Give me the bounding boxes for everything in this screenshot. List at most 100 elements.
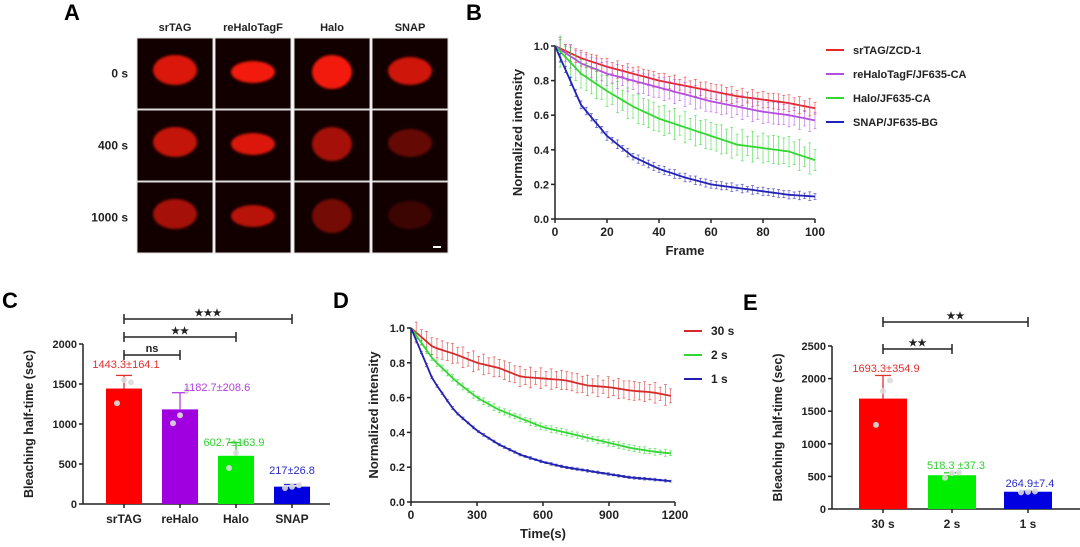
x-tick-label: 40: [652, 225, 666, 239]
column-label: srTAG: [159, 22, 192, 34]
cell-nucleus: [312, 199, 352, 233]
y-tick-label: 0.0: [534, 214, 549, 226]
x-tick-label: 30 s: [871, 517, 895, 531]
data-point: [170, 420, 176, 427]
value-label: 1182.7±208.6: [184, 382, 250, 394]
data-point: [949, 470, 955, 477]
data-point: [282, 485, 288, 491]
microscopy-grid: srTAG reHaloTagF Halo SNAP 0 s 400 s 1000 s: [91, 22, 449, 254]
y-tick-label: 0.0: [390, 497, 405, 509]
x-tick-label: 80: [756, 225, 770, 239]
data-point: [880, 387, 886, 394]
y-tick-label: 0.6: [390, 393, 405, 405]
data-point: [1032, 488, 1038, 495]
legend-label: SNAP/JF635-BG: [853, 117, 938, 129]
y-axis-title: Bleaching half-time (sec): [22, 350, 36, 498]
series-line: [554, 45, 816, 198]
y-tick-label: 0.8: [534, 76, 549, 88]
scale-bar: [433, 246, 441, 248]
x-tick-label: Halo: [223, 512, 249, 526]
y-tick-label: 1000: [802, 439, 826, 451]
cell-nucleus: [312, 127, 352, 161]
x-tick-label: 1 s: [1020, 517, 1037, 531]
x-tick-label: SNAP: [275, 512, 308, 526]
legend-label: srTAG/ZCD-1: [853, 45, 921, 57]
data-point: [296, 482, 302, 489]
x-tick-label: 900: [599, 508, 619, 522]
bar: [928, 475, 976, 509]
x-tick-label: 0: [408, 508, 415, 522]
column-label: reHaloTagF: [223, 22, 283, 34]
data-point: [226, 465, 232, 471]
x-tick-label: 20: [600, 225, 614, 239]
y-tick-label: 0.2: [390, 462, 405, 474]
y-tick-label: 2000: [802, 374, 826, 386]
row-label: 1000 s: [91, 211, 128, 225]
row-label: 0 s: [111, 67, 128, 81]
data-point: [233, 449, 239, 456]
panel-label-e: E: [743, 290, 758, 315]
series-0: [410, 321, 673, 406]
significance-label: ★★: [909, 338, 927, 349]
y-tick-label: 1.0: [534, 41, 549, 53]
legend-label: 2 s: [711, 348, 728, 362]
bar: [106, 388, 142, 504]
chart-e-half-time-bars: 0 500 1000 1500 2000 2500 Bleaching half-time …: [771, 311, 1080, 531]
series-1: [410, 327, 673, 457]
series-line: [410, 327, 671, 397]
y-tick-label: 500: [59, 459, 77, 471]
x-tick-label: srTAG: [106, 512, 142, 526]
value-label: 1693.3±354.9: [852, 363, 919, 375]
value-label: 602.7±163.9: [203, 437, 264, 449]
legend-label: reHaloTagF/JF635-CA: [853, 69, 967, 81]
cell-nucleus: [231, 61, 275, 83]
series-3: [554, 45, 817, 201]
data-point: [1018, 489, 1024, 496]
data-point: [121, 377, 127, 383]
data-point: [873, 421, 879, 428]
series-1: [554, 37, 817, 132]
y-tick-label: 0.4: [390, 427, 406, 439]
chart-b-bleaching-curves: 0 20 40 60 80 100 0.0 0.2 0.4 0.6 0.8 1.0 Frame Norma…: [510, 35, 967, 258]
panel-label-a: A: [64, 0, 80, 25]
value-label: 264.9±7.4: [1006, 478, 1055, 490]
y-tick-label: 0.6: [534, 110, 549, 122]
column-label: SNAP: [395, 22, 426, 34]
data-point: [114, 400, 120, 407]
bar: [162, 409, 198, 504]
cell-nucleus: [153, 55, 197, 85]
y-tick-label: 0: [71, 499, 77, 511]
value-label: 217±26.8: [269, 465, 315, 477]
y-tick-label: 1500: [53, 379, 77, 391]
y-tick-label: 1000: [53, 419, 77, 431]
x-axis-title: Time(s): [520, 526, 566, 541]
y-tick-label: 1.0: [390, 323, 405, 335]
legend-label: 1 s: [711, 372, 728, 386]
x-tick-label: 100: [805, 225, 825, 239]
x-tick-label: 600: [533, 508, 553, 522]
x-tick-label: 1200: [662, 508, 689, 522]
series-line: [554, 45, 816, 162]
value-label: 1443.3±164.1: [92, 359, 159, 371]
data-point: [956, 469, 962, 476]
legend-label: 30 s: [711, 324, 735, 338]
cell-nucleus: [153, 127, 197, 157]
x-tick-label: 300: [467, 508, 487, 522]
microscopy-tile: [371, 109, 449, 182]
y-tick-label: 500: [808, 471, 826, 483]
y-tick-label: 0.8: [390, 358, 405, 370]
data-point: [177, 412, 183, 419]
data-point: [128, 379, 134, 386]
panel-label-d: D: [333, 288, 349, 313]
x-tick-label: 2 s: [944, 517, 961, 531]
series-2: [410, 327, 673, 483]
cell-nucleus: [231, 133, 275, 155]
y-tick-label: 2500: [802, 341, 826, 353]
bar: [859, 398, 907, 509]
series-line: [410, 327, 671, 482]
significance-label: ★★★: [195, 308, 222, 319]
y-axis-title: Normalized intensity: [510, 68, 525, 196]
chart-d-interval-curves: 0 300 600 900 1200 0.0 0.2 0.4 0.6 0.8 1.0 Time(s) N…: [366, 321, 735, 541]
cell-nucleus: [231, 205, 275, 227]
